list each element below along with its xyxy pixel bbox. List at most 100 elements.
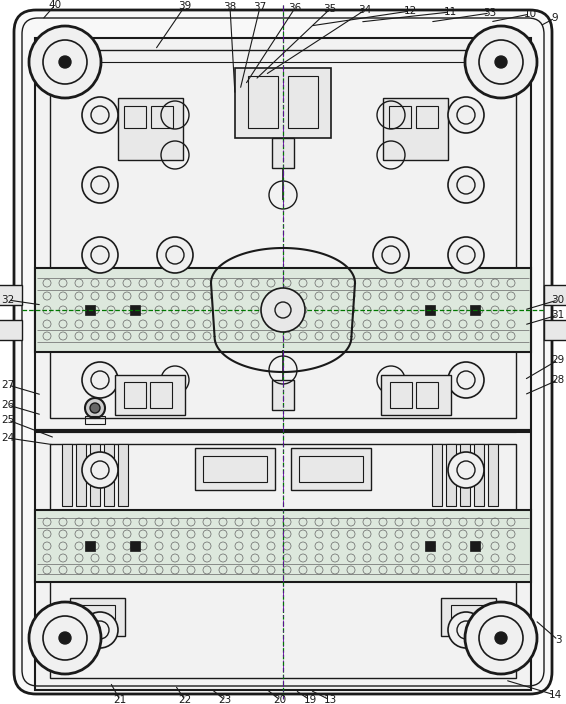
Circle shape bbox=[29, 602, 101, 674]
Text: 40: 40 bbox=[49, 0, 62, 10]
Circle shape bbox=[29, 26, 101, 98]
Text: 22: 22 bbox=[178, 695, 192, 704]
Bar bbox=[90, 444, 100, 506]
Bar bbox=[0, 320, 22, 340]
Bar bbox=[381, 375, 451, 415]
Text: 28: 28 bbox=[551, 375, 565, 385]
Bar bbox=[85, 541, 95, 551]
Circle shape bbox=[90, 403, 100, 413]
Circle shape bbox=[495, 632, 507, 644]
Text: 31: 31 bbox=[551, 310, 565, 320]
Text: 29: 29 bbox=[551, 355, 565, 365]
Bar bbox=[299, 456, 363, 482]
Bar bbox=[70, 598, 125, 636]
Circle shape bbox=[448, 97, 484, 133]
Circle shape bbox=[82, 362, 118, 398]
Text: 37: 37 bbox=[254, 2, 267, 12]
Text: 38: 38 bbox=[224, 2, 237, 12]
Bar bbox=[272, 380, 294, 410]
Circle shape bbox=[82, 97, 118, 133]
Circle shape bbox=[82, 237, 118, 273]
Circle shape bbox=[448, 362, 484, 398]
Bar bbox=[130, 305, 140, 315]
Bar bbox=[80, 605, 115, 629]
Circle shape bbox=[465, 602, 537, 674]
Bar bbox=[288, 76, 318, 128]
Bar bbox=[235, 68, 331, 138]
Text: 20: 20 bbox=[273, 695, 286, 704]
Text: 26: 26 bbox=[1, 400, 15, 410]
Bar bbox=[195, 448, 275, 490]
Text: 11: 11 bbox=[443, 7, 457, 17]
Bar bbox=[446, 444, 456, 506]
Bar bbox=[118, 98, 183, 160]
Circle shape bbox=[261, 288, 305, 332]
Circle shape bbox=[82, 167, 118, 203]
Bar bbox=[425, 541, 435, 551]
Bar bbox=[62, 444, 72, 506]
Bar bbox=[416, 106, 438, 128]
Bar bbox=[150, 382, 172, 408]
Bar bbox=[441, 598, 496, 636]
Bar bbox=[544, 285, 566, 305]
Text: 13: 13 bbox=[323, 695, 337, 704]
Bar bbox=[118, 444, 128, 506]
Text: 3: 3 bbox=[555, 635, 561, 645]
Bar bbox=[451, 605, 486, 629]
Text: 10: 10 bbox=[524, 9, 537, 19]
Bar bbox=[0, 285, 22, 305]
Bar bbox=[50, 50, 516, 418]
Bar bbox=[35, 432, 531, 690]
Bar bbox=[470, 305, 480, 315]
Circle shape bbox=[59, 56, 71, 68]
Bar bbox=[203, 456, 267, 482]
Circle shape bbox=[85, 398, 105, 418]
Bar bbox=[272, 138, 294, 168]
Text: 27: 27 bbox=[1, 380, 15, 390]
Text: 30: 30 bbox=[551, 295, 564, 305]
Bar bbox=[130, 541, 140, 551]
Bar bbox=[85, 305, 95, 315]
Bar bbox=[544, 320, 566, 340]
Circle shape bbox=[448, 237, 484, 273]
Text: 21: 21 bbox=[113, 695, 127, 704]
Circle shape bbox=[448, 167, 484, 203]
Bar bbox=[85, 416, 105, 424]
Bar bbox=[124, 382, 146, 408]
Bar bbox=[470, 541, 480, 551]
Bar bbox=[425, 305, 435, 315]
Text: 12: 12 bbox=[404, 6, 417, 16]
Text: 14: 14 bbox=[548, 690, 561, 700]
Bar bbox=[104, 444, 114, 506]
Text: 23: 23 bbox=[218, 695, 231, 704]
Bar bbox=[115, 375, 185, 415]
Circle shape bbox=[495, 56, 507, 68]
Text: 19: 19 bbox=[303, 695, 316, 704]
Bar bbox=[460, 444, 470, 506]
Bar bbox=[50, 444, 516, 678]
Bar bbox=[390, 382, 412, 408]
Text: 25: 25 bbox=[1, 415, 15, 425]
Bar bbox=[389, 106, 411, 128]
Circle shape bbox=[59, 632, 71, 644]
Text: 36: 36 bbox=[288, 3, 302, 13]
Circle shape bbox=[465, 26, 537, 98]
Text: 33: 33 bbox=[483, 8, 496, 18]
Bar bbox=[35, 510, 531, 582]
Bar bbox=[35, 268, 531, 352]
Circle shape bbox=[448, 612, 484, 648]
Text: 9: 9 bbox=[552, 13, 558, 23]
Bar bbox=[488, 444, 498, 506]
Circle shape bbox=[373, 237, 409, 273]
Bar bbox=[248, 76, 278, 128]
Bar bbox=[291, 448, 371, 490]
Circle shape bbox=[82, 452, 118, 488]
Text: 39: 39 bbox=[178, 1, 192, 11]
Bar bbox=[432, 444, 442, 506]
Circle shape bbox=[448, 452, 484, 488]
Bar bbox=[416, 382, 438, 408]
Text: 34: 34 bbox=[358, 5, 372, 15]
Circle shape bbox=[157, 237, 193, 273]
FancyBboxPatch shape bbox=[14, 10, 552, 694]
Bar bbox=[124, 106, 146, 128]
